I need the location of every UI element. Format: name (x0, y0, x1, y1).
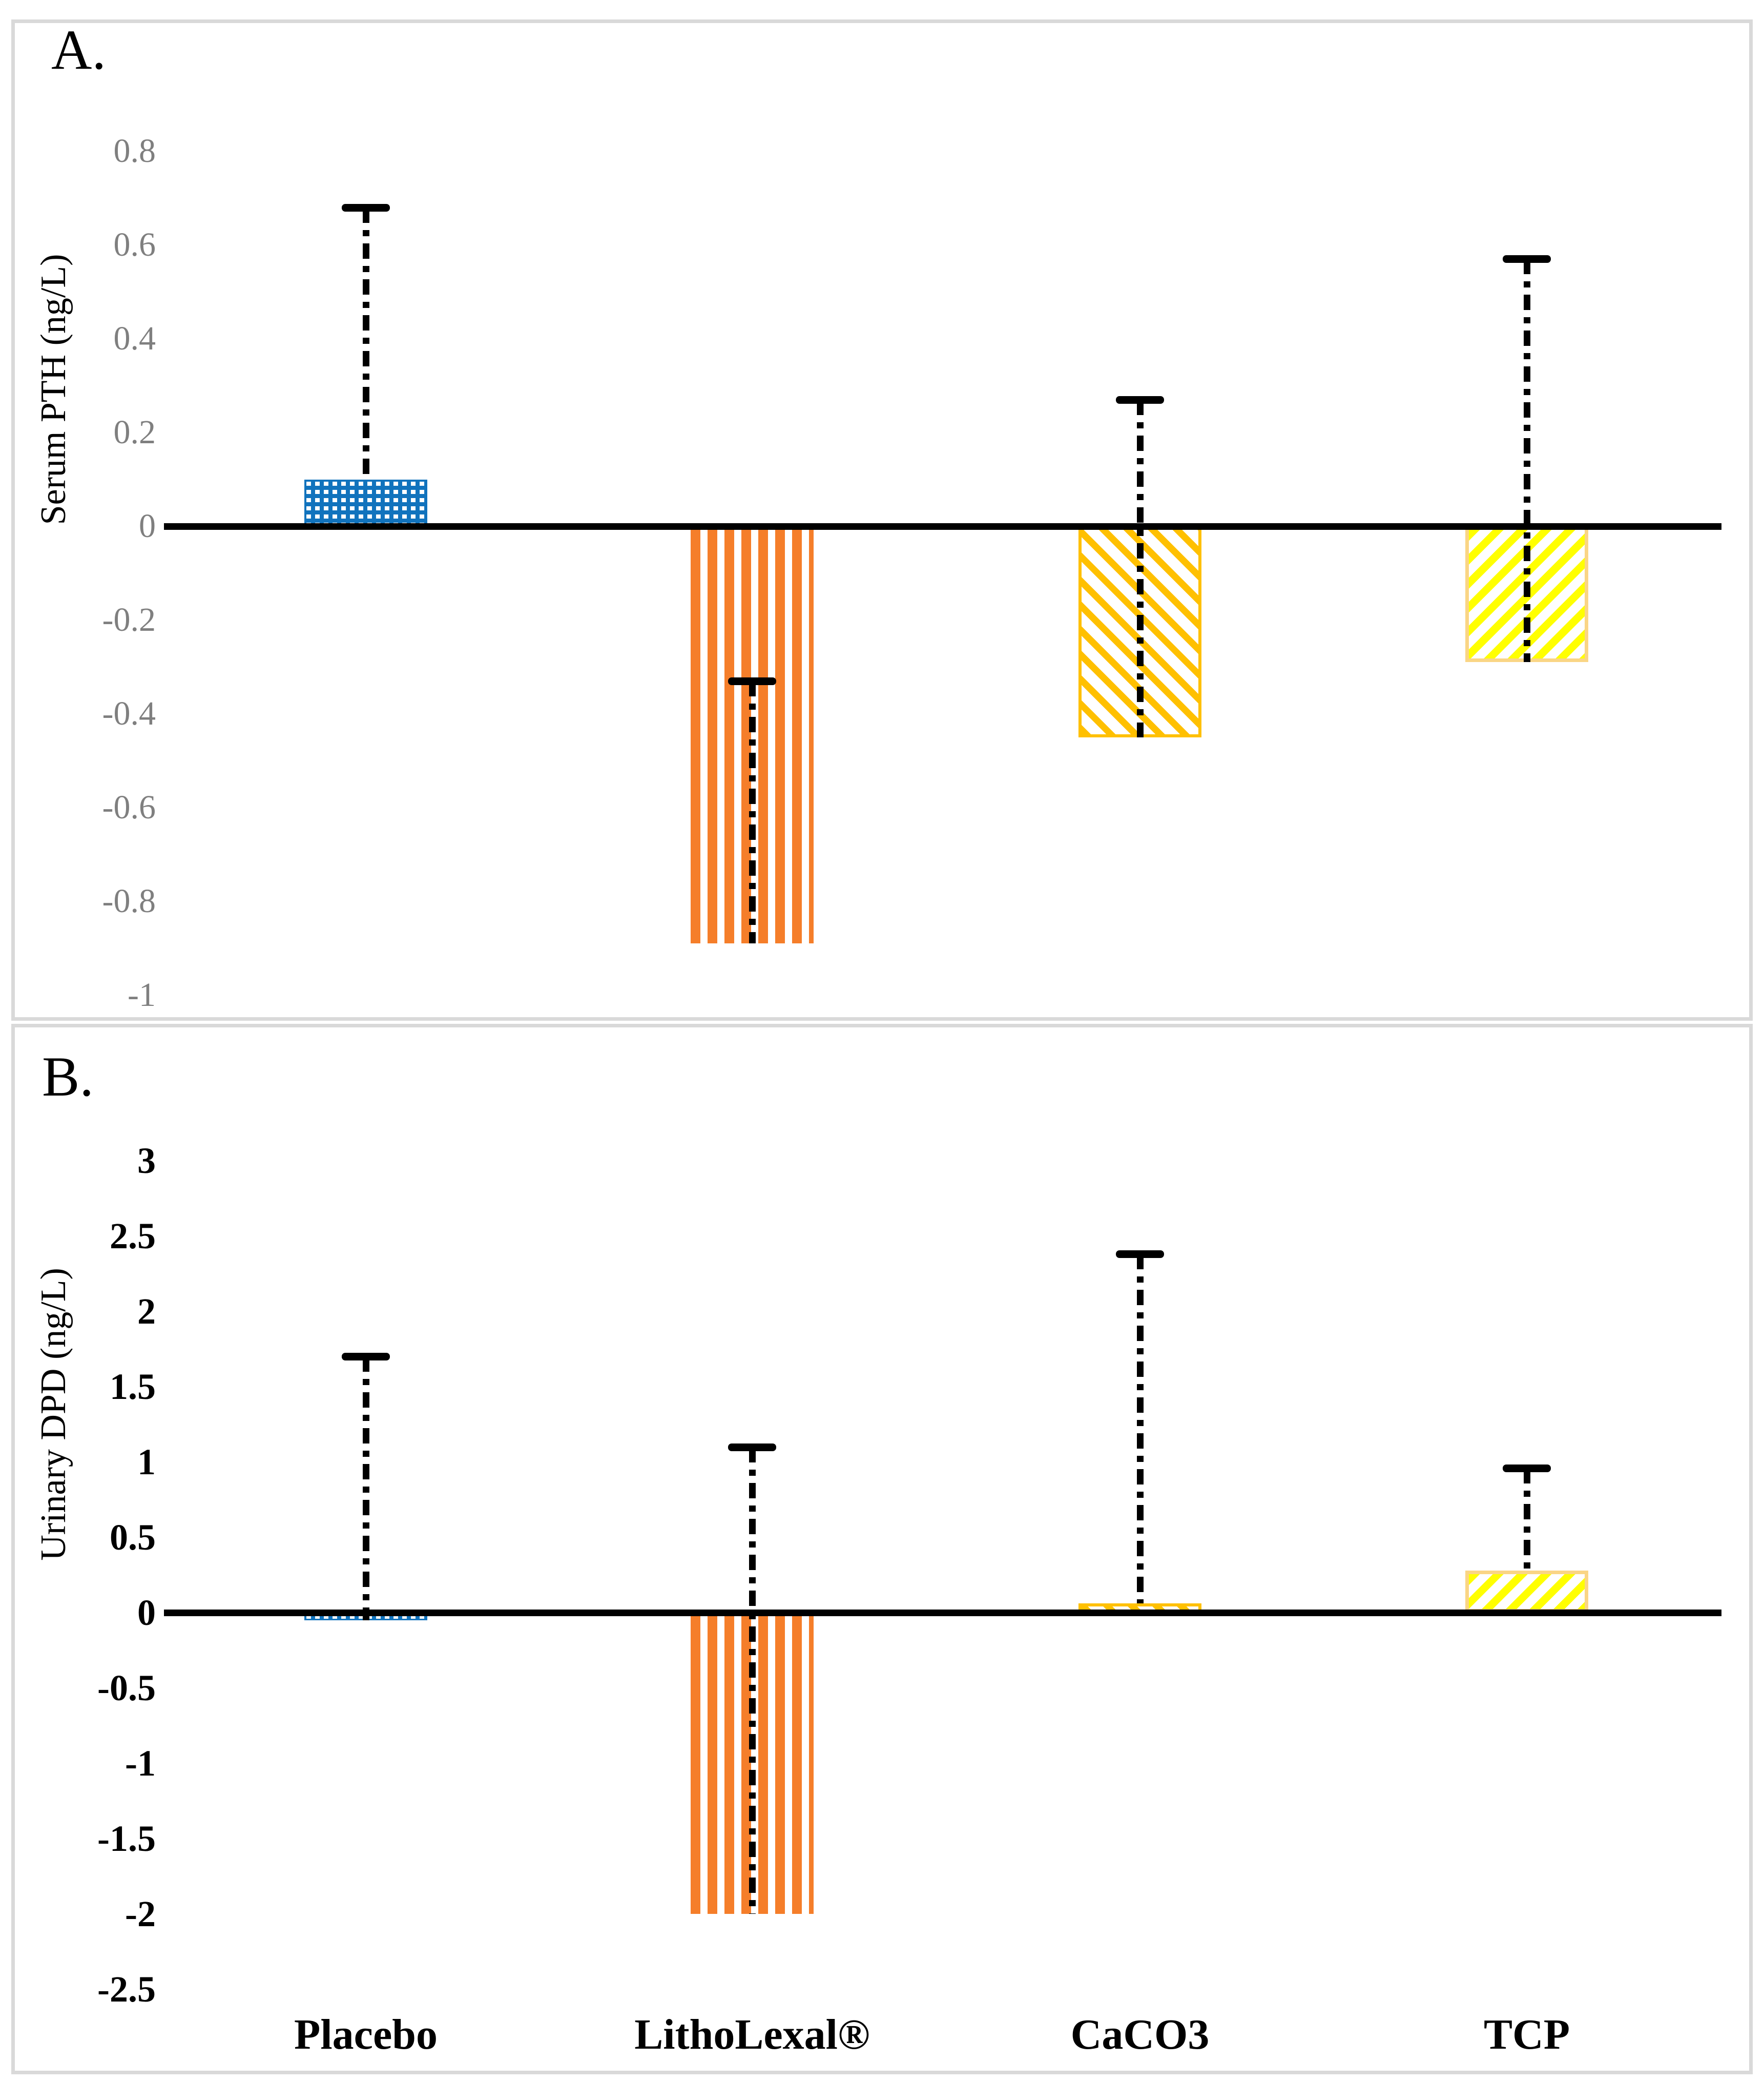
error-bar-litholexal-panel-b (749, 1447, 756, 1914)
panel-a-ytick-0-8: -0.8 (102, 882, 156, 920)
error-bar-placebo-panel-a (363, 207, 369, 480)
error-bar-caco3-panel-a (1137, 399, 1144, 737)
panel-a-ytick-0-4: -0.4 (102, 695, 156, 732)
panel-b-ytick-2: 2 (137, 1291, 156, 1332)
panel-a-ytick-0-6: 0.6 (113, 226, 156, 263)
panel-a-ytick-0: 0 (139, 507, 156, 545)
panel-b-ytick-1: 1 (137, 1441, 156, 1482)
error-cap-caco3-panel-b (1116, 1250, 1164, 1259)
category-label-tcp: TCP (1484, 2011, 1570, 2058)
error-cap-tcp-panel-b (1503, 1464, 1551, 1472)
category-label-placebo: Placebo (294, 2011, 438, 2058)
panel-a-ytick-0-2: 0.2 (113, 414, 156, 451)
error-bar-tcp-panel-a (1524, 259, 1530, 663)
panel-a-ytick-0-6: -0.6 (102, 789, 156, 826)
bar-placebo-panel-a (304, 479, 427, 526)
panel-b-y-axis-title: Urinary DPD (ng/L) (34, 1268, 73, 1561)
category-label-caco3: CaCO3 (1070, 2011, 1210, 2058)
bar-tcp-panel-b (1465, 1570, 1588, 1613)
category-label-litholexal: LithoLexal® (634, 2011, 870, 2058)
panel-a-ytick-0-8: 0.8 (113, 132, 156, 170)
panel-b-ytick-2: -2 (125, 1893, 156, 1934)
panel-a-ytick-1: -1 (128, 976, 156, 1014)
error-bar-tcp-panel-b (1524, 1468, 1530, 1571)
panel-a-x-axis (164, 523, 1721, 530)
panel-a-y-axis-title: Serum PTH (ng/L) (34, 254, 73, 525)
panel-b-ytick-1: -1 (125, 1743, 156, 1784)
error-cap-caco3-panel-a (1116, 396, 1164, 404)
error-bar-caco3-panel-b (1137, 1254, 1144, 1604)
panel-b-title: B. (42, 1045, 94, 1108)
panel-b-frame (11, 1024, 1753, 2074)
error-bar-placebo-panel-b (363, 1356, 369, 1620)
panel-a-title: A. (51, 18, 106, 81)
error-cap-placebo-panel-a (342, 203, 390, 212)
panel-a-frame (11, 19, 1753, 1021)
panel-b-ytick-2-5: -2.5 (97, 1969, 156, 2010)
panel-b-ytick-0: 0 (137, 1592, 156, 1633)
panel-a-ytick-0-2: -0.2 (102, 601, 156, 638)
panel-b-ytick-0-5: -0.5 (97, 1667, 156, 1708)
panel-b-ytick-2-5: 2.5 (110, 1215, 156, 1256)
panel-b-ytick-0-5: 0.5 (110, 1517, 156, 1558)
panel-b-ytick-1-5: -1.5 (97, 1818, 156, 1859)
error-cap-placebo-panel-b (342, 1353, 390, 1361)
panel-b-x-axis (164, 1610, 1721, 1616)
error-cap-litholexal-panel-a (728, 677, 776, 685)
error-bar-litholexal-panel-a (749, 680, 756, 944)
error-cap-litholexal-panel-b (728, 1443, 776, 1451)
error-cap-tcp-panel-a (1503, 255, 1551, 263)
panel-b-ytick-1-5: 1.5 (110, 1366, 156, 1407)
panel-b-ytick-3: 3 (137, 1140, 156, 1181)
panel-a-ytick-0-4: 0.4 (113, 320, 156, 357)
